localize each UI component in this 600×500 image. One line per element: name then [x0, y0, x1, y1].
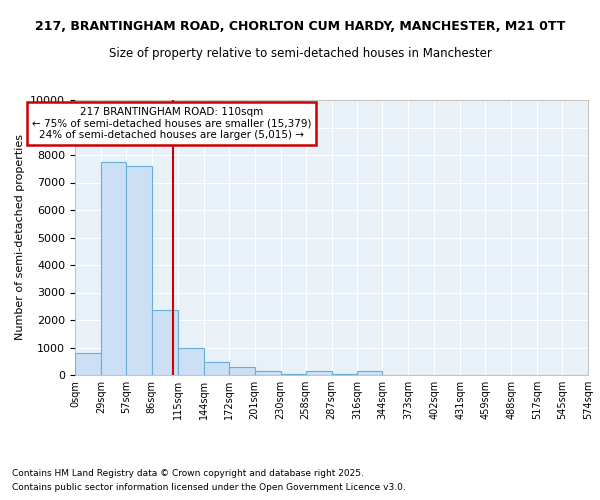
Bar [305, 372, 331, 375]
Bar [75, 353, 101, 375]
Text: 217 BRANTINGHAM ROAD: 110sqm
← 75% of semi-detached houses are smaller (15,379)
: 217 BRANTINGHAM ROAD: 110sqm ← 75% of se… [32, 107, 311, 140]
Bar [152, 310, 178, 375]
Bar [178, 348, 203, 375]
Text: 217, BRANTINGHAM ROAD, CHORLTON CUM HARDY, MANCHESTER, M21 0TT: 217, BRANTINGHAM ROAD, CHORLTON CUM HARD… [35, 20, 565, 33]
Text: Contains public sector information licensed under the Open Government Licence v3: Contains public sector information licen… [12, 484, 406, 492]
Bar [203, 362, 229, 375]
Bar [126, 166, 152, 375]
Bar [254, 372, 281, 375]
Text: Contains HM Land Registry data © Crown copyright and database right 2025.: Contains HM Land Registry data © Crown c… [12, 468, 364, 477]
Bar [229, 367, 254, 375]
Text: Size of property relative to semi-detached houses in Manchester: Size of property relative to semi-detach… [109, 48, 491, 60]
Bar [101, 162, 126, 375]
Bar [331, 374, 358, 375]
Y-axis label: Number of semi-detached properties: Number of semi-detached properties [15, 134, 25, 340]
Bar [281, 374, 305, 375]
Bar [358, 372, 382, 375]
